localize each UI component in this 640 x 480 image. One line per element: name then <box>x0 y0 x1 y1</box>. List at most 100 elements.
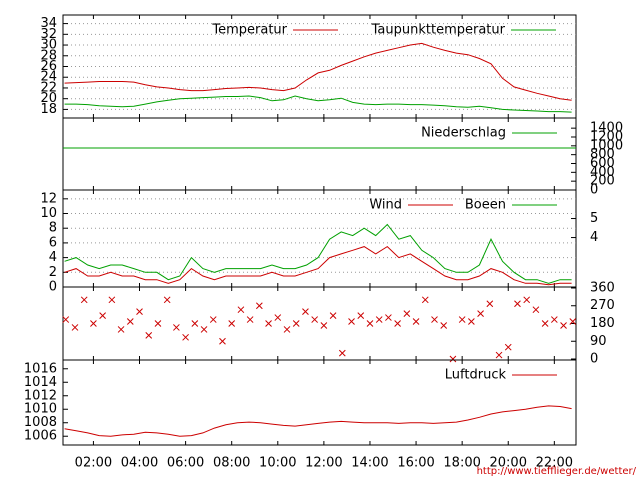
direction-point <box>228 320 236 327</box>
y-tick-label: 1400 <box>590 121 623 136</box>
direction-point <box>209 316 217 323</box>
y-tick-label: 0 <box>590 183 598 198</box>
direction-point <box>71 324 79 331</box>
y2-tick-label: 5 <box>590 211 598 226</box>
direction-point <box>523 296 531 304</box>
y-tick-label: 200 <box>590 174 615 189</box>
direction-point <box>541 320 549 327</box>
y-tick-label: 12 <box>40 191 57 206</box>
direction-point <box>126 318 134 325</box>
y-tick-label: 1008 <box>24 415 57 430</box>
direction-point <box>265 320 272 327</box>
direction-point <box>477 310 484 317</box>
y-tick-label: 20 <box>40 91 57 106</box>
direction-point <box>385 314 392 321</box>
direction-point <box>486 300 494 308</box>
series-line <box>64 95 572 113</box>
y-tick-label: 28 <box>40 48 57 63</box>
direction-point <box>255 302 263 310</box>
y-tick-label: 32 <box>40 27 57 42</box>
x-tick-label: 06:00 <box>167 456 204 471</box>
y2-tick-label: 4 <box>590 230 598 245</box>
direction-point <box>108 296 116 304</box>
y-tick-label: 0 <box>590 352 598 367</box>
direction-point <box>532 306 540 314</box>
y-tick-label: 22 <box>40 80 57 95</box>
direction-point <box>311 316 319 323</box>
direction-point <box>550 316 558 323</box>
y-tick-label: 30 <box>40 38 57 53</box>
x-tick-label: 12:00 <box>305 456 342 471</box>
legend-label: Taupunkttemperatur <box>371 23 506 38</box>
y-tick-label: 360 <box>590 280 615 295</box>
y-tick-label: 1010 <box>24 402 57 417</box>
y-tick-label: 600 <box>590 156 615 171</box>
direction-point <box>182 333 189 341</box>
direction-point <box>403 310 411 317</box>
y-tick-label: 2 <box>49 265 57 280</box>
x-tick-label: 20:00 <box>490 456 527 471</box>
y-tick-label: 400 <box>590 165 615 180</box>
direction-point <box>145 331 153 339</box>
direction-point <box>320 322 328 329</box>
direction-point <box>569 318 577 325</box>
x-tick-label: 10:00 <box>259 456 296 471</box>
y-tick-label: 18 <box>40 102 57 117</box>
footer-url: http://www.tiefflieger.de/wetter/ <box>477 466 637 477</box>
y-tick-label: 1000 <box>590 138 623 153</box>
series-line <box>64 405 572 437</box>
direction-point <box>394 320 401 327</box>
y-tick-label: 10 <box>40 206 57 221</box>
series-line <box>64 42 572 101</box>
direction-point <box>504 343 512 351</box>
y-tick-label: 270 <box>590 298 615 313</box>
direction-point <box>200 326 208 333</box>
x-tick-label: 18:00 <box>443 456 480 471</box>
series-line <box>64 223 572 284</box>
x-tick-label: 14:00 <box>351 456 388 471</box>
y-tick-label: 34 <box>40 16 57 31</box>
legend-label: Niederschlag <box>421 126 506 141</box>
y-tick-label: 1012 <box>24 388 57 403</box>
direction-point <box>154 320 162 327</box>
legend-label: Luftdruck <box>445 368 507 383</box>
direction-point <box>560 322 567 329</box>
x-tick-label: 02:00 <box>75 456 112 471</box>
direction-point <box>440 322 448 329</box>
panel-frame <box>62 286 577 361</box>
direction-point <box>449 355 457 363</box>
direction-point <box>458 316 466 323</box>
legend-label: Temperatur <box>211 23 287 38</box>
direction-point <box>246 316 254 323</box>
direction-point <box>191 320 199 327</box>
direction-point <box>292 320 300 327</box>
x-tick-label: 08:00 <box>213 456 250 471</box>
direction-point <box>412 318 420 325</box>
direction-point <box>338 349 346 357</box>
direction-point <box>514 300 521 308</box>
direction-point <box>348 318 355 325</box>
direction-point <box>237 306 245 314</box>
y-tick-label: 180 <box>590 316 615 331</box>
x-tick-label: 04:00 <box>121 456 158 471</box>
y-tick-label: 8 <box>49 221 57 236</box>
direction-point <box>329 312 337 319</box>
legend-label: Boeen <box>465 198 506 213</box>
direction-point <box>421 296 429 304</box>
direction-point <box>99 312 106 319</box>
y-tick-label: 4 <box>49 250 57 265</box>
direction-point <box>80 296 88 304</box>
direction-point <box>219 337 226 345</box>
direction-point <box>62 316 70 323</box>
direction-point <box>468 318 475 325</box>
series-line <box>64 245 572 286</box>
y-tick-label: 0 <box>49 280 57 295</box>
direction-point <box>366 320 374 327</box>
direction-point <box>495 351 503 359</box>
direction-point <box>90 320 97 327</box>
direction-point <box>117 326 125 333</box>
direction-point <box>163 296 171 304</box>
y-tick-label: 1006 <box>24 429 57 444</box>
